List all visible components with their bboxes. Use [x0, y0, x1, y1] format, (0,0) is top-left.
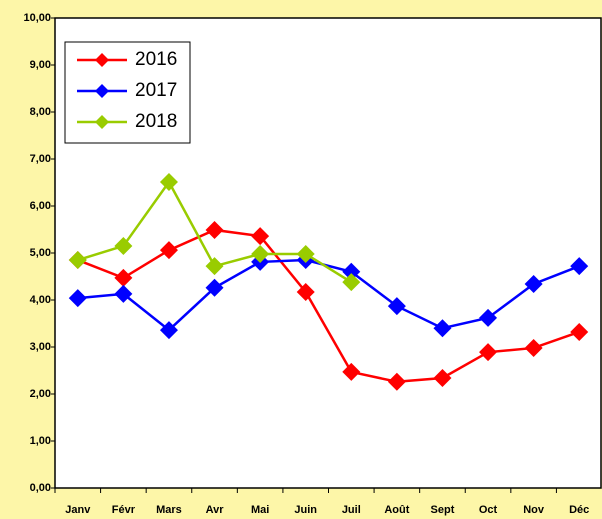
marker [342, 273, 361, 292]
x-tick-label: Mars [156, 504, 182, 516]
marker [387, 372, 406, 391]
marker [342, 362, 361, 381]
marker [479, 308, 498, 327]
x-tick-label: Juin [294, 504, 317, 516]
x-tick-label: Déc [569, 504, 589, 516]
x-tick-label: Janv [65, 504, 91, 516]
x-tick-label: Sept [431, 504, 455, 516]
y-tick-label: 9,00 [30, 59, 51, 71]
marker [68, 289, 87, 308]
y-tick-label: 10,00 [23, 12, 51, 24]
legend-marker [95, 84, 109, 98]
x-tick-label: Oct [479, 504, 498, 516]
x-tick-label: Mai [251, 504, 269, 516]
marker [159, 173, 178, 192]
y-tick-label: 2,00 [30, 388, 51, 400]
x-tick-label: Juil [342, 504, 361, 516]
marker [68, 251, 87, 270]
legend-label: 2018 [135, 111, 177, 132]
marker [479, 343, 498, 362]
legend-label: 2016 [135, 49, 177, 70]
y-tick-label: 1,00 [30, 435, 51, 447]
legend-marker [95, 53, 109, 67]
marker [524, 338, 543, 357]
marker [251, 227, 270, 246]
marker [296, 283, 315, 302]
x-tick-label: Août [384, 504, 409, 516]
marker [524, 275, 543, 294]
y-tick-label: 3,00 [30, 341, 51, 353]
series-line [77, 258, 580, 332]
legend-marker [95, 115, 109, 129]
x-tick-label: Nov [523, 504, 545, 516]
marker [159, 321, 178, 340]
y-tick-label: 5,00 [30, 247, 51, 259]
y-tick-label: 8,00 [30, 106, 51, 118]
marker [296, 244, 315, 263]
marker [205, 220, 224, 239]
marker [114, 236, 133, 255]
marker [114, 284, 133, 303]
marker [342, 262, 361, 281]
marker [433, 369, 452, 388]
marker [205, 278, 224, 297]
x-tick-label: Févr [112, 504, 136, 516]
y-tick-label: 7,00 [30, 153, 51, 165]
y-tick-label: 6,00 [30, 200, 51, 212]
marker [433, 319, 452, 338]
marker [159, 241, 178, 260]
marker [205, 257, 224, 276]
marker [251, 244, 270, 263]
marker [570, 257, 589, 276]
marker [387, 297, 406, 316]
marker [114, 268, 133, 287]
legend-label: 2017 [135, 80, 177, 101]
marker [570, 322, 589, 341]
y-tick-label: 4,00 [30, 294, 51, 306]
y-tick-label: 0,00 [30, 482, 51, 494]
x-tick-label: Avr [206, 504, 225, 516]
